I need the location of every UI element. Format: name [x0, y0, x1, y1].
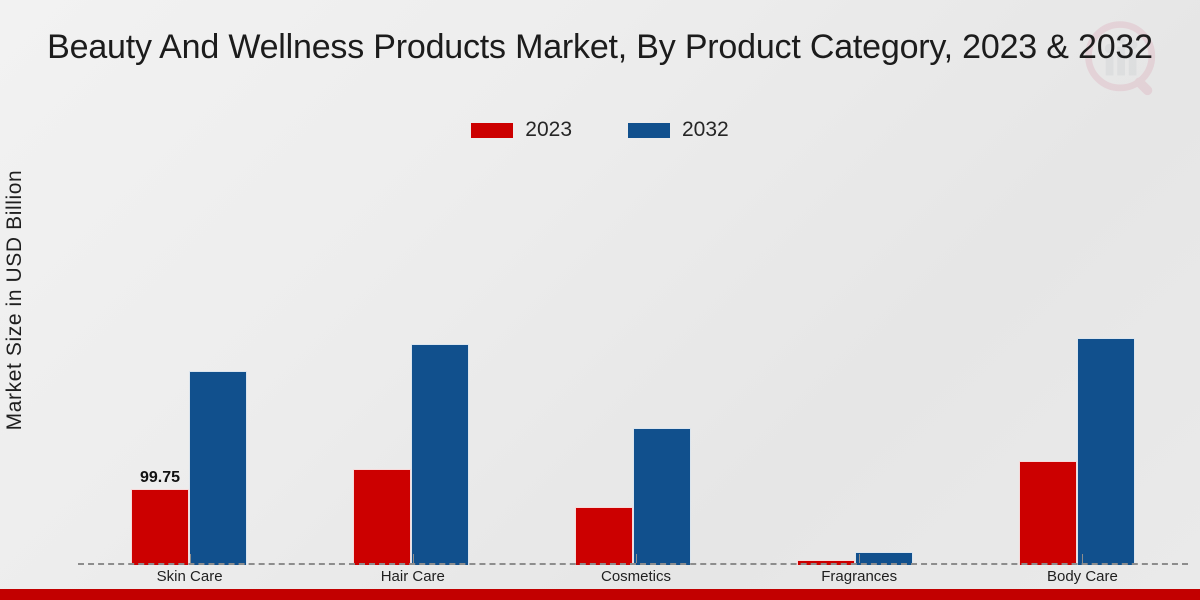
x-axis-tick-mark — [636, 554, 637, 563]
legend-item-2023[interactable]: 2023 — [471, 118, 572, 142]
bar-2032-cosmetics[interactable] — [633, 428, 691, 565]
x-axis: Skin Care Hair Care Cosmetics Fragrances Bod… — [78, 554, 1194, 589]
bar-2023-fragrances[interactable] — [797, 560, 855, 565]
bar-2023-skin-care[interactable]: 99.75 — [131, 469, 189, 565]
bar-2032-hair-care[interactable] — [411, 344, 469, 565]
bar-2032-skin-care[interactable] — [189, 371, 247, 565]
bar-group — [522, 150, 744, 565]
bar-pair — [1019, 338, 1135, 565]
x-axis-tick-hair-care: Hair Care — [301, 554, 524, 589]
x-axis-tick-label: Body Care — [1046, 568, 1118, 585]
bar-groups: 99.75 — [78, 150, 1188, 565]
x-axis-tick-body-care: Body Care — [971, 554, 1194, 589]
bar-group — [966, 150, 1188, 565]
x-axis-tick-cosmetics: Cosmetics — [524, 554, 747, 589]
bar-2023-hair-care[interactable] — [353, 469, 411, 565]
bar-value-label: 99.75 — [139, 469, 181, 486]
bar-2032-body-care[interactable] — [1077, 338, 1135, 565]
legend-label-2023: 2023 — [525, 118, 572, 141]
legend-label-2032: 2032 — [682, 118, 729, 141]
x-axis-tick-mark — [189, 554, 191, 563]
y-axis-title: Market Size in USD Billion — [3, 169, 26, 431]
x-axis-tick-fragrances: Fragrances — [748, 554, 971, 589]
bar-pair — [575, 428, 691, 565]
x-axis-tick-mark — [412, 554, 414, 563]
bar-2023-cosmetics[interactable] — [575, 507, 633, 565]
bar-2032-fragrances[interactable] — [855, 552, 913, 565]
bar-group: 99.75 — [78, 150, 300, 565]
x-axis-tick-mark — [859, 554, 861, 563]
x-axis-tick-label: Hair Care — [380, 568, 445, 585]
bar-pair — [797, 552, 913, 565]
x-axis-tick-mark — [1082, 554, 1084, 563]
chart-legend: 2023 2032 — [0, 118, 1200, 142]
x-axis-tick-label: Skin Care — [156, 568, 223, 585]
bar-pair: 99.75 — [131, 371, 247, 565]
bar-group — [300, 150, 522, 565]
bottom-accent-strip — [0, 589, 1200, 600]
legend-swatch-2023 — [471, 122, 514, 138]
chart-title: Beauty And Wellness Products Market, By … — [47, 28, 1153, 66]
legend-item-2032[interactable]: 2032 — [628, 118, 729, 142]
x-axis-tick-label: Cosmetics — [601, 568, 672, 585]
bar-pair — [353, 344, 469, 565]
bar-group — [744, 150, 966, 565]
plot-area: 99.75 — [40, 150, 1194, 565]
legend-swatch-2032 — [628, 122, 670, 138]
x-axis-tick-skin-care: Skin Care — [78, 554, 301, 589]
x-axis-baseline — [78, 563, 1188, 565]
bar-2023-body-care[interactable] — [1019, 461, 1077, 565]
x-axis-tick-label: Fragrances — [821, 568, 898, 585]
